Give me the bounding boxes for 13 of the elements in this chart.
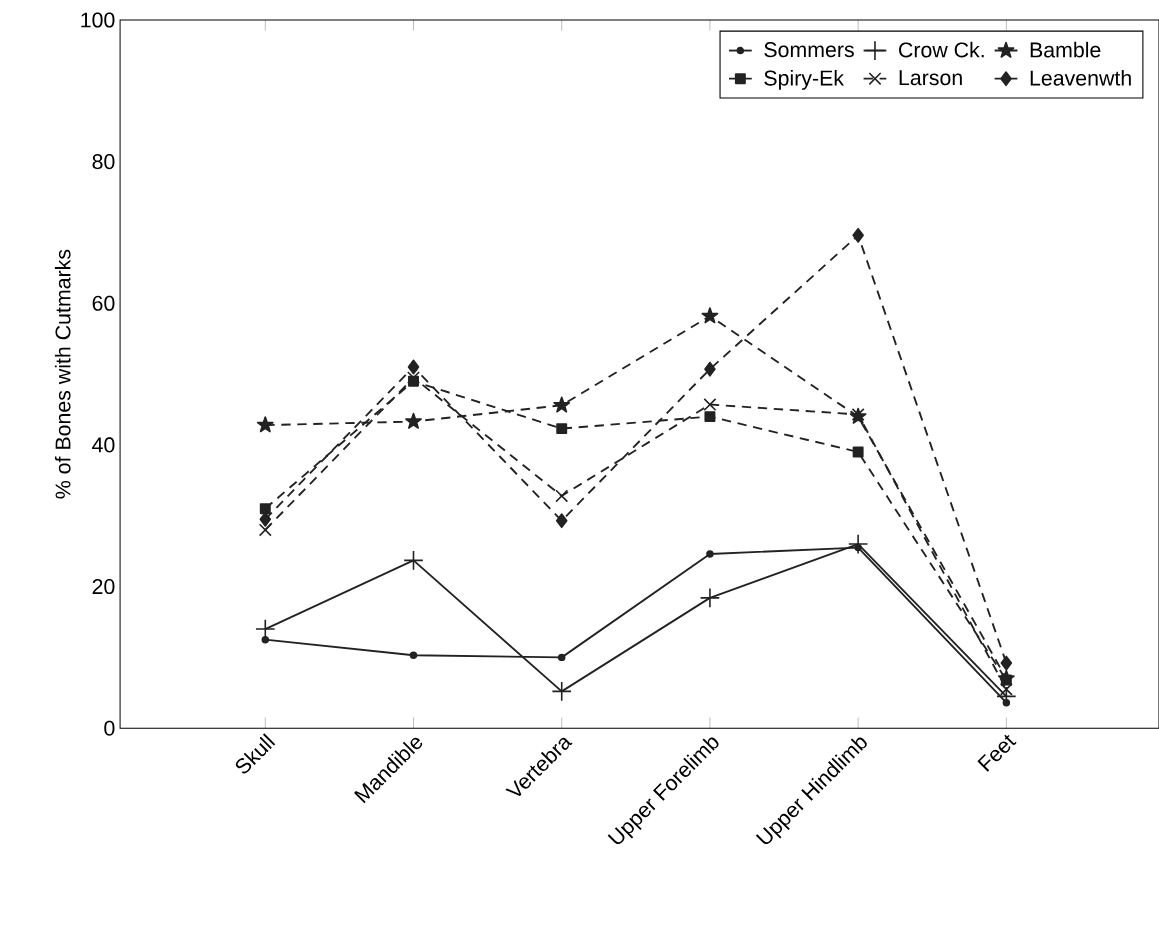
- y-tick-label: 60: [92, 295, 115, 311]
- y-tick-label: 40: [92, 437, 115, 453]
- y-axis-title: % of Bones with Cutmarks: [54, 249, 71, 499]
- y-tick-label: 100: [81, 12, 115, 28]
- y-tick-label: 80: [92, 153, 115, 170]
- legend-label: Sommers: [764, 41, 854, 58]
- y-tick-label: 20: [92, 578, 115, 594]
- legend-label: Larson: [899, 70, 962, 86]
- legend-label: Leavenwth: [1030, 69, 1131, 86]
- legend-label: Crow Ck.: [899, 41, 984, 58]
- legend-label: Spiry-Ek: [764, 69, 844, 90]
- y-tick-label: 0: [104, 720, 115, 736]
- legend-label: Bamble: [1030, 41, 1101, 58]
